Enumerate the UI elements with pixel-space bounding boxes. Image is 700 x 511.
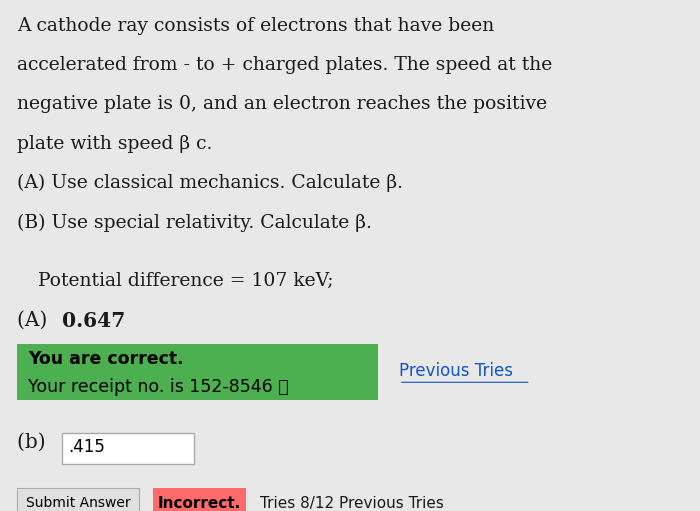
Text: accelerated from ‐ to + charged plates. The speed at the: accelerated from ‐ to + charged plates. … [18,56,552,74]
Text: 0.647: 0.647 [62,311,126,331]
Text: (A) Use classical mechanics. Calculate β.: (A) Use classical mechanics. Calculate β… [18,174,403,192]
FancyBboxPatch shape [62,433,194,464]
FancyBboxPatch shape [153,488,246,511]
Text: Submit Answer: Submit Answer [26,496,130,510]
Text: Your receipt no. is 152-8546 ⓘ: Your receipt no. is 152-8546 ⓘ [28,378,288,396]
Text: Potential difference = 107 keV;: Potential difference = 107 keV; [38,272,334,290]
Text: (A): (A) [18,311,54,330]
Text: Incorrect.: Incorrect. [158,496,241,510]
Text: .415: .415 [68,438,105,456]
Text: You are correct.: You are correct. [28,350,183,368]
Text: plate with speed β c.: plate with speed β c. [18,135,213,153]
Text: Previous Tries: Previous Tries [399,362,513,380]
Text: Tries 8/12 Previous Tries: Tries 8/12 Previous Tries [260,496,444,510]
Text: (b): (b) [18,433,52,452]
FancyBboxPatch shape [18,344,378,400]
FancyBboxPatch shape [18,488,139,511]
Text: A cathode ray consists of electrons that have been: A cathode ray consists of electrons that… [18,17,495,35]
Text: (B) Use special relativity. Calculate β.: (B) Use special relativity. Calculate β. [18,213,372,231]
Text: negative plate is 0, and an electron reaches the positive: negative plate is 0, and an electron rea… [18,96,547,113]
